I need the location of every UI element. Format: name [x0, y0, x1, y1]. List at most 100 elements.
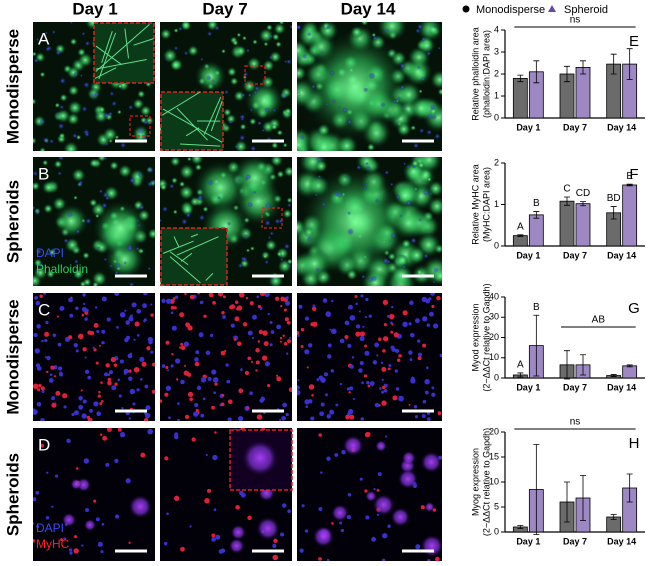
fiber — [102, 127, 118, 143]
nucleus — [51, 396, 56, 401]
nucleus — [413, 405, 418, 409]
fiber — [286, 197, 292, 204]
nucleus — [117, 428, 122, 432]
nucleus — [104, 142, 109, 146]
y-tick-label: 4 — [494, 24, 499, 34]
cluster — [92, 200, 149, 257]
nucleus — [418, 127, 425, 134]
nucleus — [335, 403, 339, 407]
nucleus — [273, 538, 278, 544]
nucleus — [320, 51, 324, 55]
nucleus — [269, 321, 273, 324]
fiber — [226, 66, 237, 77]
nucleus — [133, 367, 140, 373]
nucleus — [368, 72, 376, 80]
nucleus — [81, 31, 86, 36]
error-bar — [533, 444, 540, 535]
nucleus — [126, 245, 134, 252]
nucleus — [395, 194, 401, 200]
nucleus — [212, 378, 216, 382]
nucleus — [362, 325, 365, 328]
nucleus — [128, 281, 135, 286]
nucleus — [311, 306, 317, 311]
nucleus — [211, 79, 215, 83]
nucleus — [212, 301, 216, 305]
nucleus — [398, 354, 402, 358]
fiber — [82, 277, 92, 286]
nucleus — [289, 25, 292, 29]
x-tick-label: Day 1 — [516, 536, 540, 546]
nucleus — [431, 114, 437, 120]
inset-fiber — [95, 58, 147, 70]
panel-letter: B — [38, 164, 49, 183]
annotation: ns — [570, 15, 581, 26]
nucleus — [276, 324, 281, 330]
nucleus — [424, 390, 429, 395]
stain-label: DAPI — [36, 521, 64, 535]
nucleus — [437, 46, 441, 50]
nucleus — [75, 467, 79, 470]
image-content — [33, 293, 155, 421]
nucleus — [239, 113, 246, 121]
nucleus — [57, 122, 65, 130]
error-bar — [580, 201, 586, 207]
nucleus — [304, 349, 310, 355]
nucleus — [82, 399, 87, 404]
nucleus — [194, 357, 199, 362]
spheroid — [342, 435, 364, 456]
nucleus — [399, 84, 406, 91]
fiber — [139, 104, 152, 117]
nucleus — [242, 322, 248, 327]
fiber — [263, 254, 268, 259]
y-tick-label: 10 — [489, 476, 499, 486]
nucleus — [131, 302, 137, 308]
nucleus — [93, 348, 97, 352]
image-content — [297, 157, 442, 286]
nucleus — [423, 253, 429, 259]
error-bar — [610, 53, 617, 75]
nucleus — [348, 304, 353, 310]
spheroid — [312, 525, 334, 548]
nucleus — [367, 384, 371, 388]
nucleus — [287, 202, 292, 208]
nucleus — [187, 391, 194, 397]
y-axis-label: (phalloidin:DAPI area) — [481, 30, 491, 118]
nucleus — [287, 264, 291, 268]
x-tick-label: Day 1 — [516, 122, 540, 132]
nucleus — [255, 348, 260, 353]
nucleus — [320, 471, 323, 474]
inset-fiber — [95, 45, 123, 66]
nucleus — [255, 369, 258, 372]
nucleus — [359, 336, 365, 342]
nucleus — [360, 417, 364, 421]
nucleus — [51, 30, 56, 35]
fiber — [271, 33, 280, 41]
nucleus — [288, 336, 292, 339]
nucleus — [244, 370, 250, 376]
micrograph — [33, 293, 155, 421]
nucleus — [279, 257, 284, 262]
fiber — [275, 41, 282, 48]
inset-fiber — [179, 143, 221, 147]
nucleus — [319, 411, 325, 417]
nucleus — [205, 453, 208, 456]
nucleus — [392, 395, 398, 401]
nucleus — [33, 57, 39, 64]
nucleus — [212, 454, 218, 461]
nucleus — [240, 492, 246, 498]
error-bar — [580, 60, 586, 75]
nucleus — [408, 403, 411, 406]
fiber — [437, 88, 442, 96]
significance-letter: C — [563, 184, 570, 195]
nucleus — [178, 346, 182, 349]
nucleus — [417, 65, 421, 70]
nucleus — [250, 145, 257, 151]
nucleus — [280, 532, 285, 537]
nucleus — [81, 544, 84, 547]
fiber — [117, 109, 122, 115]
fiber — [147, 228, 155, 240]
nucleus — [364, 350, 370, 356]
bar — [512, 235, 528, 247]
nucleus — [268, 34, 273, 39]
stain-label: MyHC — [36, 537, 70, 551]
